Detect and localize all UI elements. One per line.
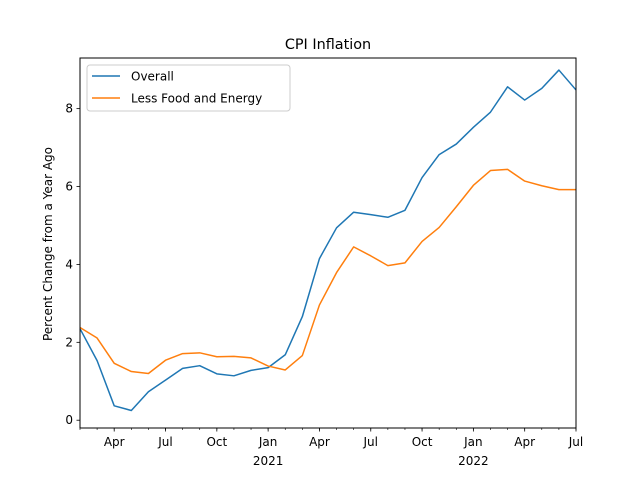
x-tick-year-label: 2022 [458,454,489,468]
y-axis: 0 2 4 6 8 [65,102,80,427]
y-tick-label: 2 [65,335,73,349]
series-line-1 [79,168,576,375]
legend-box [86,64,291,112]
y-tick-label: 6 [65,180,73,194]
x-tick-label: Oct [412,435,433,449]
legend: Overall Less Food and Energy [86,64,291,112]
x-tick-label: Apr [514,435,535,449]
y-tick-label: 4 [65,257,73,271]
series-line-0 [79,69,577,412]
x-tick-label: Apr [309,435,330,449]
y-tick-label: 0 [65,413,73,427]
legend-label-0: Overall [131,70,174,84]
series-lines [79,69,577,412]
plot-frame [79,57,577,429]
x-tick-label: Jul [363,435,378,449]
x-tick-label: Jul [568,435,583,449]
legend-label-1: Less Food and Energy [131,92,262,106]
chart-title: CPI Inflation [285,37,371,53]
y-tick-label: 8 [65,102,73,116]
x-axis: Apr Jul Oct Jan 2021 Apr Jul Oct Jan 2022 Apr Jul [79,428,583,468]
x-tick-label: Apr [104,435,125,449]
x-tick-label: Jan [258,435,278,449]
x-tick-label: Oct [206,435,227,449]
x-tick-label: Jul [157,435,172,449]
x-tick-year-label: 2021 [253,454,284,468]
y-axis-label: Percent Change from a Year Ago [41,147,55,341]
x-tick-label: Jan [463,435,483,449]
